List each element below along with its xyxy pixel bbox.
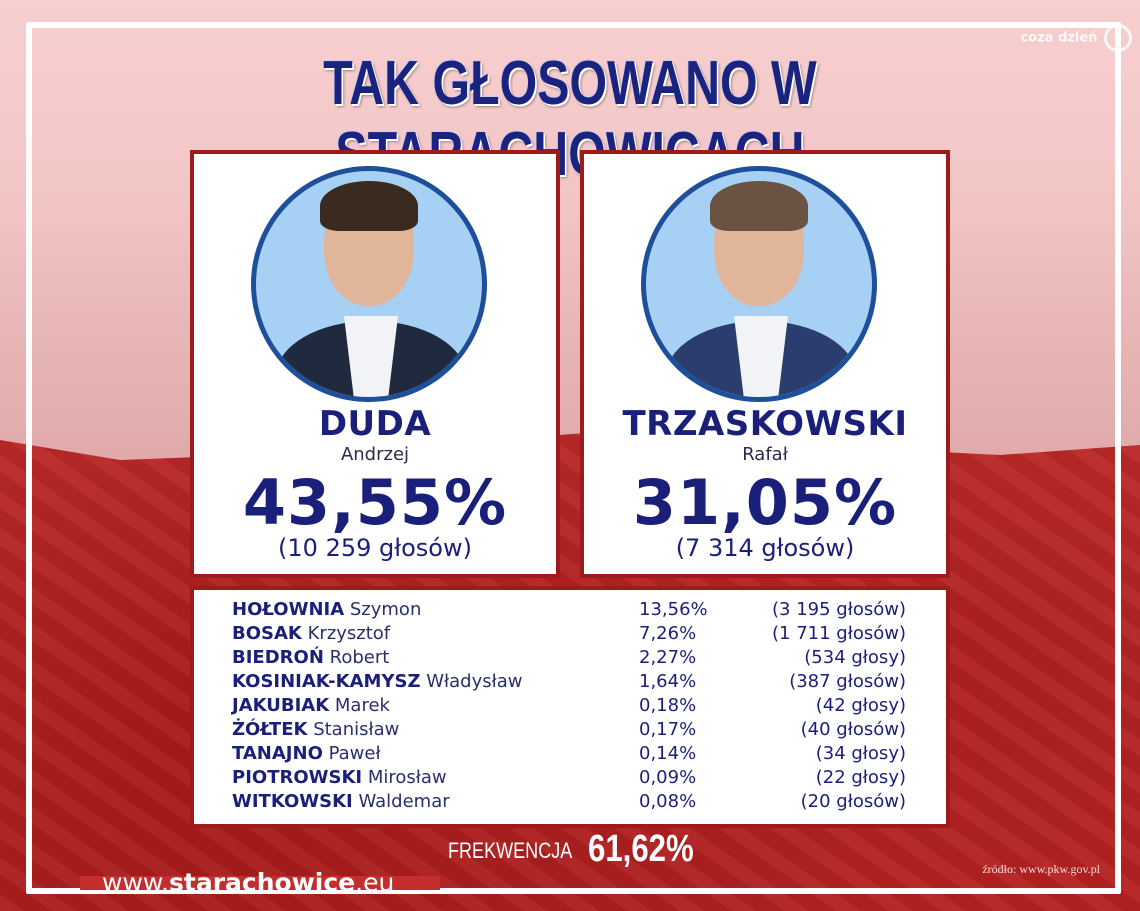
- votes: (20 głosów): [800, 791, 906, 812]
- turnout-label: FREKWENCJA: [448, 838, 573, 863]
- first-name: Marek: [334, 695, 390, 716]
- last-name: BOSAK: [232, 623, 302, 644]
- candidate-percent: 43,55%: [242, 466, 508, 539]
- first-name: Paweł: [328, 743, 381, 764]
- percent: 0,18%: [639, 695, 697, 716]
- percent: 0,17%: [639, 719, 697, 740]
- last-name: PIOTROWSKI: [232, 767, 363, 788]
- turnout: FREKWENCJA 61,62%: [448, 828, 694, 870]
- votes: (1 711 głosów): [772, 623, 906, 644]
- table-row: BOSAK Krzysztof 7,26% (1 711 głosów): [194, 622, 946, 646]
- hair-shape: [710, 181, 808, 231]
- first-name: Robert: [329, 647, 390, 668]
- watermark-logo: coza dzień: [1021, 24, 1132, 52]
- site-link[interactable]: www.starachowice.eu: [90, 868, 406, 902]
- site-name: starachowice: [169, 868, 356, 897]
- table-row: WITKOWSKI Waldemar 0,08% (20 głosów): [194, 790, 946, 814]
- first-name: Waldemar: [358, 791, 450, 812]
- table-row: PIOTROWSKI Mirosław 0,09% (22 głosy): [194, 766, 946, 790]
- candidate-photo: [641, 166, 877, 402]
- frame-gap: [80, 876, 440, 890]
- votes: (42 głosy): [815, 695, 906, 716]
- last-name: KOSINIAK-KAMYSZ: [232, 671, 421, 692]
- site-prefix: www.: [102, 868, 169, 897]
- candidate-votes: (7 314 głosów): [675, 534, 855, 562]
- table-row: JAKUBIAK Marek 0,18% (42 głosy): [194, 694, 946, 718]
- turnout-value: 61,62%: [588, 828, 694, 870]
- candidate-first-name: Rafał: [742, 444, 788, 465]
- candidate-percent: 31,05%: [632, 466, 898, 539]
- last-name: TANAJNO: [232, 743, 323, 764]
- source-note: źródło: www.pkw.gov.pl: [982, 862, 1100, 876]
- votes: (34 głosy): [815, 743, 906, 764]
- candidate-card-trzaskowski: TRZASKOWSKI Rafał 31,05% (7 314 głosów): [580, 150, 950, 578]
- percent: 0,09%: [639, 767, 697, 788]
- shirt-shape: [734, 316, 788, 397]
- hair-shape: [320, 181, 418, 231]
- watermark-text: coza dzień: [1020, 30, 1098, 46]
- table-row: HOŁOWNIA Szymon 13,56% (3 195 głosów): [194, 598, 946, 622]
- percent: 13,56%: [639, 599, 708, 620]
- candidate-last-name: DUDA: [318, 404, 432, 444]
- first-name: Władysław: [426, 671, 523, 692]
- last-name: JAKUBIAK: [232, 695, 330, 716]
- percent: 0,08%: [639, 791, 697, 812]
- percent: 2,27%: [639, 647, 697, 668]
- percent: 7,26%: [639, 623, 697, 644]
- candidate-card-duda: DUDA Andrzej 43,55% (10 259 głosów): [190, 150, 560, 578]
- first-name: Krzysztof: [307, 623, 391, 644]
- candidate-votes: (10 259 głosów): [278, 534, 472, 562]
- last-name: WITKOWSKI: [232, 791, 353, 812]
- votes: (3 195 głosów): [772, 599, 906, 620]
- first-name: Mirosław: [367, 767, 447, 788]
- table-row: BIEDROŃ Robert 2,27% (534 głosy): [194, 646, 946, 670]
- table-row: ŻÓŁTEK Stanisław 0,17% (40 głosów): [194, 718, 946, 742]
- last-name: BIEDROŃ: [232, 647, 324, 668]
- votes: (22 głosy): [815, 767, 906, 788]
- percent: 1,64%: [639, 671, 697, 692]
- white-frame: [26, 22, 1121, 894]
- site-suffix: .eu: [355, 868, 395, 897]
- first-name: Szymon: [349, 599, 422, 620]
- table-row: TANAJNO Paweł 0,14% (34 głosy): [194, 742, 946, 766]
- first-name: Stanisław: [313, 719, 400, 740]
- last-name: ŻÓŁTEK: [232, 719, 308, 740]
- candidate-first-name: Andrzej: [340, 444, 410, 465]
- candidate-last-name: TRZASKOWSKI: [622, 404, 908, 444]
- votes: (534 głosy): [804, 647, 906, 668]
- sun-icon: [1104, 24, 1132, 52]
- votes: (40 głosów): [800, 719, 906, 740]
- percent: 0,14%: [639, 743, 697, 764]
- shirt-shape: [344, 316, 398, 397]
- votes: (387 głosów): [789, 671, 906, 692]
- last-name: HOŁOWNIA: [232, 599, 345, 620]
- other-candidates-table: HOŁOWNIA Szymon 13,56% (3 195 głosów) BO…: [190, 586, 950, 828]
- table-row: KOSINIAK-KAMYSZ Władysław 1,64% (387 gło…: [194, 670, 946, 694]
- candidate-photo: [251, 166, 487, 402]
